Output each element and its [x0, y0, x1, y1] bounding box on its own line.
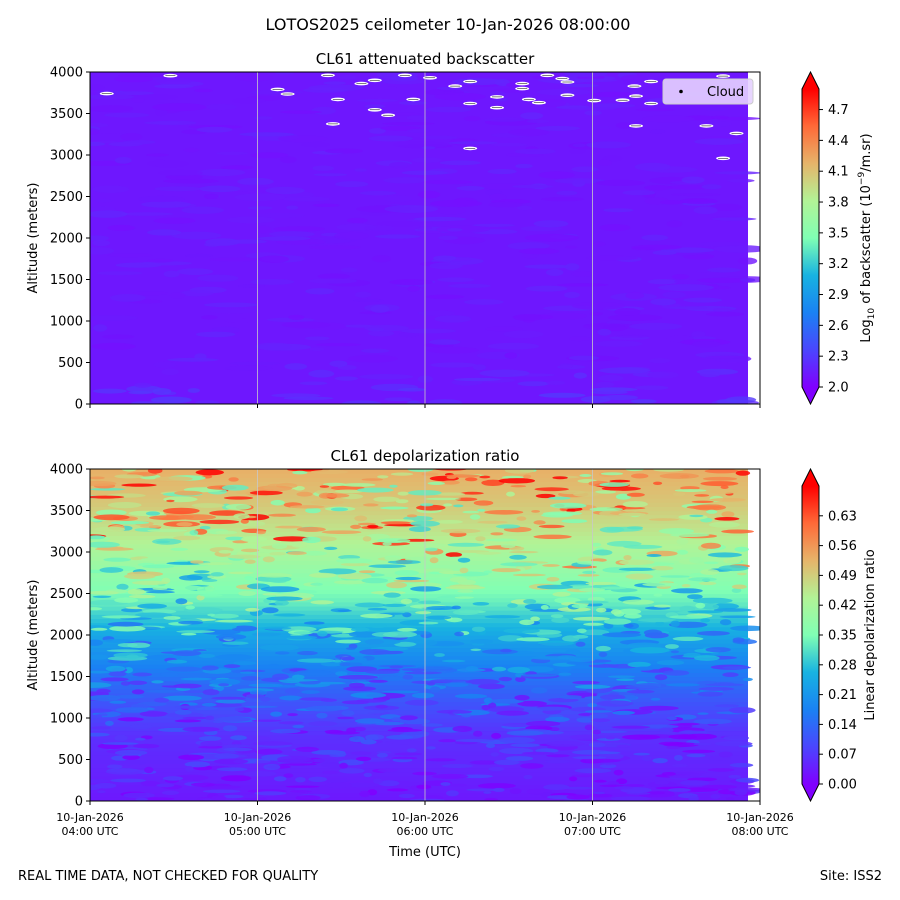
cloud-legend-label: Cloud [707, 85, 744, 100]
colorbar-tick-label: 0.07 [828, 748, 857, 763]
colorbar-tick-label: 4.7 [828, 103, 849, 118]
time-tick-date: 10-Jan-2026 [391, 811, 459, 824]
colorbar-extend-max [802, 72, 819, 89]
colorbar-tick-label: 3.5 [828, 226, 849, 241]
colorbar-extend-max [802, 469, 819, 486]
depolarization-colorbar: 0.00 0.07 0.14 0.21 0.28 0.35 0.42 0.49 0.56 0.63… [801, 467, 878, 803]
colorbar-tick-label: 2.0 [828, 381, 849, 396]
backscatter-field [90, 72, 760, 404]
colorbar-tick-label: 0.21 [828, 688, 857, 703]
y-tick-label: 2500 [50, 190, 83, 205]
y-tick-label: 3500 [50, 107, 83, 122]
backscatter-ylabel: Altitude (meters) [26, 183, 41, 294]
y-tick-label: 3500 [50, 504, 83, 519]
depolarization-colorbar-label: Linear depolarization ratio [863, 549, 878, 720]
cloud-legend: Cloud [662, 78, 754, 105]
depolarization-field [90, 469, 760, 801]
colorbar-tick-label: 0.56 [828, 539, 857, 554]
time-tick-time: 07:00 UTC [564, 825, 621, 838]
time-tick-time: 04:00 UTC [61, 825, 118, 838]
figure-title: LOTOS2025 ceilometer 10-Jan-2026 08:00:0… [266, 15, 631, 34]
y-tick-label: 500 [58, 753, 83, 768]
colorbar-extend-min [802, 784, 819, 801]
y-tick-label: 3000 [50, 149, 83, 164]
colorbar-tick-label: 0.14 [828, 718, 857, 733]
backscatter-title: CL61 attenuated backscatter [316, 50, 535, 68]
colorbar-tick-label: 4.1 [828, 165, 849, 180]
colorbar-tick-label: 3.8 [828, 196, 849, 211]
depolarization-y-axis: 0 500 1000 1500 2000 2500 3000 3500 4000 [50, 463, 90, 810]
quality-disclaimer: REAL TIME DATA, NOT CHECKED FOR QUALITY [18, 869, 319, 884]
time-tick-time: 05:00 UTC [229, 825, 286, 838]
colorbar-tick-label: 0.49 [828, 569, 857, 584]
y-tick-label: 4000 [50, 66, 83, 81]
time-tick-time: 06:00 UTC [396, 825, 453, 838]
colorbar-tick-label: 0.35 [828, 629, 857, 644]
hour-gridlines [257, 469, 593, 801]
colorbar-tick-label: 0.63 [828, 509, 857, 524]
site-label: Site: ISS2 [819, 869, 882, 884]
time-axis-label: Time (UTC) [388, 845, 461, 860]
colorbar-tick-label: 2.9 [828, 288, 849, 303]
y-tick-label: 1000 [50, 712, 83, 727]
time-tick-date: 10-Jan-2026 [726, 811, 794, 824]
y-tick-label: 1500 [50, 670, 83, 685]
time-tick-date: 10-Jan-2026 [224, 811, 292, 824]
time-tick-date: 10-Jan-2026 [559, 811, 627, 824]
time-tick-date: 10-Jan-2026 [56, 811, 124, 824]
y-tick-label: 1000 [50, 315, 83, 330]
backscatter-colorbar: 2.0 2.3 2.6 2.9 3.2 3.5 3.8 4.1 4.4 4.7 Log10 of … [801, 70, 877, 406]
time-tick-time: 08:00 UTC [731, 825, 788, 838]
colorbar-tick-label: 0.28 [828, 658, 857, 673]
cloud-legend-marker [679, 89, 683, 94]
cloud-detections [99, 73, 744, 161]
colorbar-tick-label: 0.42 [828, 599, 857, 614]
backscatter-colorbar-label: Log10 of backscatter (10−9/m.sr) [857, 133, 877, 342]
y-tick-label: 4000 [50, 463, 83, 478]
colorbar-tick-label: 3.2 [828, 257, 849, 272]
colorbar-tick-label: 2.6 [828, 319, 849, 334]
depolarization-ylabel: Altitude (meters) [26, 580, 41, 691]
colorbar-tick-label: 2.3 [828, 350, 849, 365]
y-tick-label: 0 [75, 398, 83, 413]
backscatter-x-axis [89, 404, 761, 408]
colorbar-extend-min [802, 387, 819, 404]
depolarization-panel: CL61 depolarization ratio 0 500 1000 1500 20… [26, 447, 878, 860]
colorbar-tick-label: 0.00 [828, 778, 857, 793]
y-tick-label: 2500 [50, 587, 83, 602]
y-tick-label: 2000 [50, 629, 83, 644]
depolarization-title: CL61 depolarization ratio [331, 447, 520, 465]
y-tick-label: 1500 [50, 273, 83, 288]
colorbar-tick-label: 4.4 [828, 134, 849, 149]
y-tick-label: 3000 [50, 546, 83, 561]
hour-gridlines [257, 72, 593, 404]
y-tick-label: 2000 [50, 232, 83, 247]
y-tick-label: 500 [58, 356, 83, 371]
y-tick-label: 0 [75, 795, 83, 810]
backscatter-y-axis: 0 500 1000 1500 2000 2500 3000 3500 4000 [50, 66, 90, 413]
backscatter-panel: CL61 attenuated backscatter 0 500 1000 1500… [26, 50, 877, 413]
